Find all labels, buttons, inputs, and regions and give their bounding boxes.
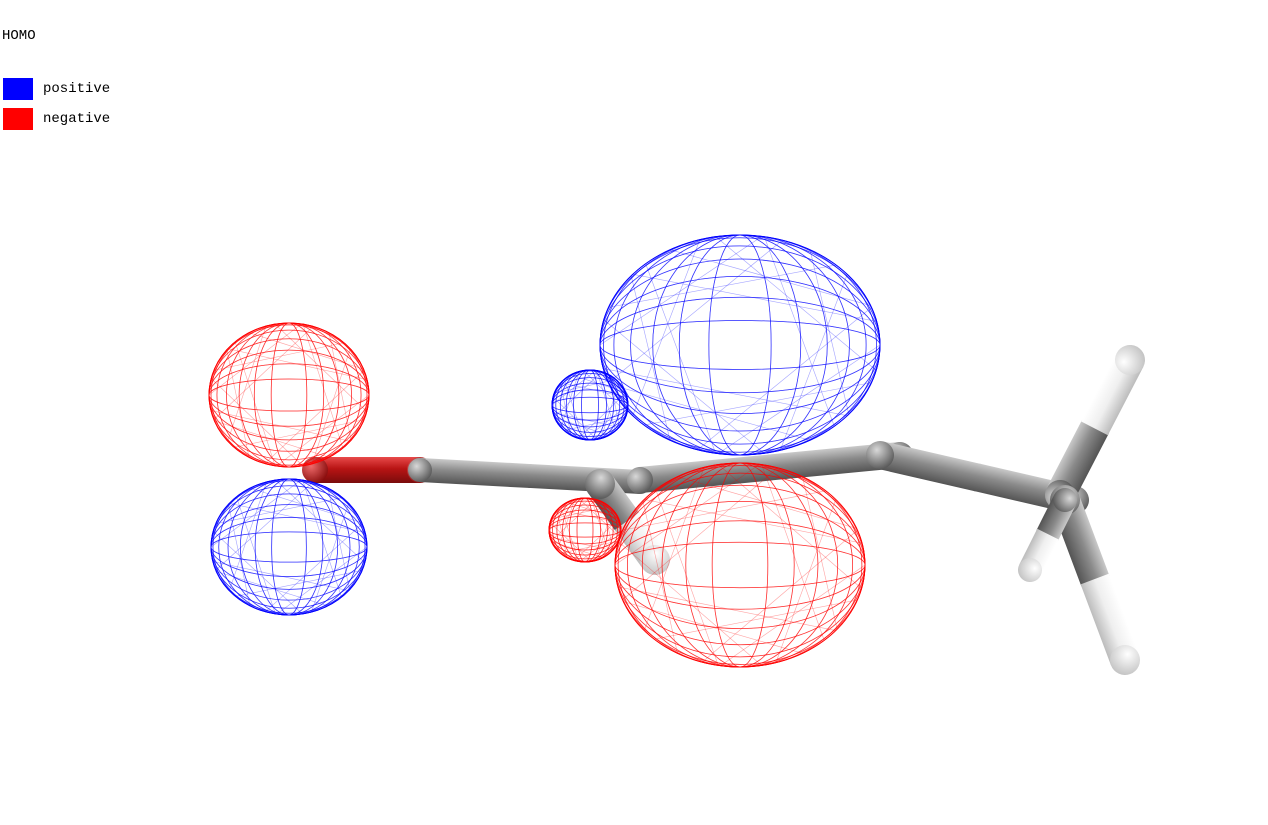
orbital-lobe [552, 370, 628, 440]
scene-svg[interactable] [0, 0, 1268, 825]
orbital-lobe [211, 479, 367, 615]
orbital-lobe [600, 235, 880, 455]
orbital-lobes [209, 235, 880, 667]
orbital-lobe [549, 498, 621, 562]
viewer-canvas[interactable]: HOMO positive negative [0, 0, 1268, 825]
orbital-lobe [209, 323, 369, 467]
